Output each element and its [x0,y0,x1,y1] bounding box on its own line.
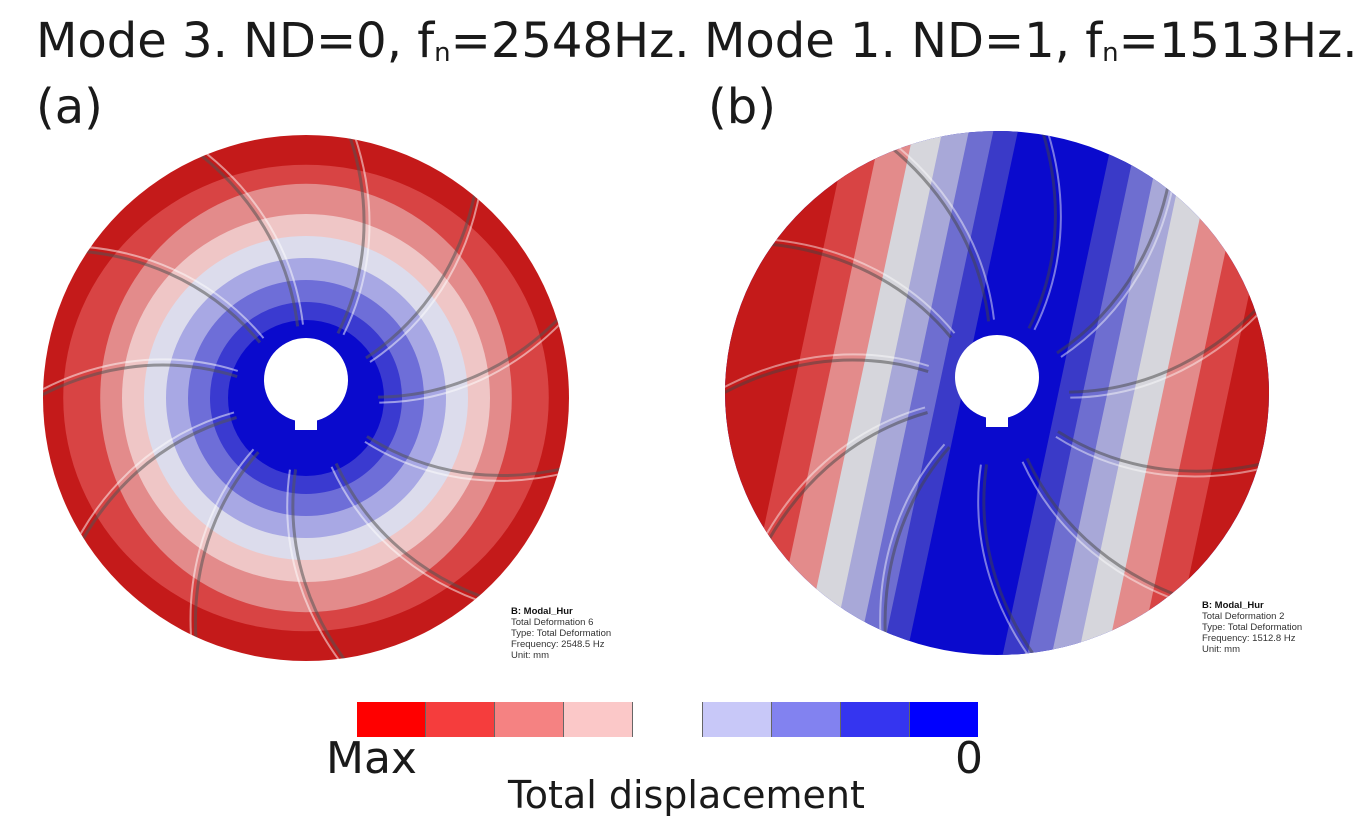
legend-segment [426,702,496,737]
legend-segment [771,702,841,737]
info-b-result-name: Total Deformation 2 [1202,611,1285,622]
legend-segment [564,702,634,737]
panel-b-label: (b) [708,79,776,135]
legend-segment [702,702,772,737]
info-b-analysis: B: Modal_Hur [1202,600,1264,611]
legend-title: Total displacement [508,773,865,817]
result-info-a: B: Modal_Hur Total Deformation 6 Type: T… [511,606,611,661]
panel-b-title-text: Mode 1. ND=1, f [704,13,1103,69]
info-a-analysis: B: Modal_Hur [511,606,573,617]
info-b-type: Type: Total Deformation [1202,622,1303,633]
info-b-unit: Unit: mm [1202,644,1240,655]
info-a-frequency: Frequency: 2548.5 Hz [511,639,605,650]
panel-a-label: (a) [36,79,103,135]
legend-segment [495,702,565,737]
panel-a-title-subscript: n [434,38,451,68]
info-b-frequency: Frequency: 1512.8 Hz [1202,633,1296,644]
legend-max-label: Max [326,733,417,784]
shaft-bore-a [264,338,348,430]
panel-a-title-frequency: =2548Hz. [450,13,690,69]
legend-segment [357,702,427,737]
info-a-result-name: Total Deformation 6 [511,617,594,628]
legend-zero-label: 0 [955,733,983,784]
color-legend-bar [357,702,978,737]
legend-segment [909,702,978,737]
legend-segment [633,702,703,737]
result-info-b: B: Modal_Hur Total Deformation 2 Type: T… [1202,600,1302,655]
legend-segment [840,702,910,737]
panel-b-title-subscript: n [1102,38,1119,68]
impeller-disc-b [725,131,1269,655]
panel-b-title-frequency: =1513Hz. [1118,13,1358,69]
info-a-unit: Unit: mm [511,650,549,661]
panel-a-title: Mode 3. ND=0, fn=2548Hz. [36,12,690,82]
panel-a-title-text: Mode 3. ND=0, f [36,13,435,69]
shaft-bore-b [955,335,1039,427]
info-a-type: Type: Total Deformation [511,628,612,639]
panel-b-title: Mode 1. ND=1, fn=1513Hz. [704,12,1358,82]
impeller-disc-a [43,135,569,661]
